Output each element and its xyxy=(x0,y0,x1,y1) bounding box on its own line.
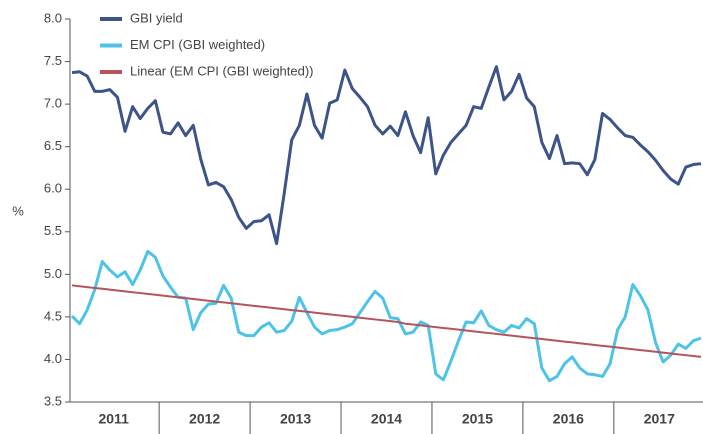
x-tick-label: 2015 xyxy=(462,411,493,427)
y-tick-label: 7.5 xyxy=(44,53,62,68)
y-tick-label: 5.0 xyxy=(44,266,62,281)
series-line xyxy=(71,65,702,246)
y-tick-label: 5.5 xyxy=(44,223,62,238)
legend-label: EM CPI (GBI weighted) xyxy=(130,37,265,52)
x-tick-label: 2016 xyxy=(553,411,584,427)
x-tick-label: 2011 xyxy=(98,411,129,427)
x-tick-label: 2013 xyxy=(280,411,311,427)
y-tick-label: 8.0 xyxy=(44,10,62,25)
y-tick-label: 4.0 xyxy=(44,351,62,366)
y-axis-label: % xyxy=(12,203,24,218)
x-tick-label: 2012 xyxy=(189,411,220,427)
y-tick-label: 7.0 xyxy=(44,96,62,111)
x-tick-label: 2017 xyxy=(644,411,675,427)
legend-label: Linear (EM CPI (GBI weighted)) xyxy=(130,63,314,78)
series-line xyxy=(70,249,702,383)
x-tick-label: 2014 xyxy=(371,411,402,427)
legend-label: GBI yield xyxy=(130,10,183,25)
y-tick-label: 6.5 xyxy=(44,138,62,153)
y-tick-label: 6.0 xyxy=(44,181,62,196)
y-tick-label: 3.5 xyxy=(44,393,62,408)
y-tick-label: 4.5 xyxy=(44,308,62,323)
series-line xyxy=(71,284,702,358)
